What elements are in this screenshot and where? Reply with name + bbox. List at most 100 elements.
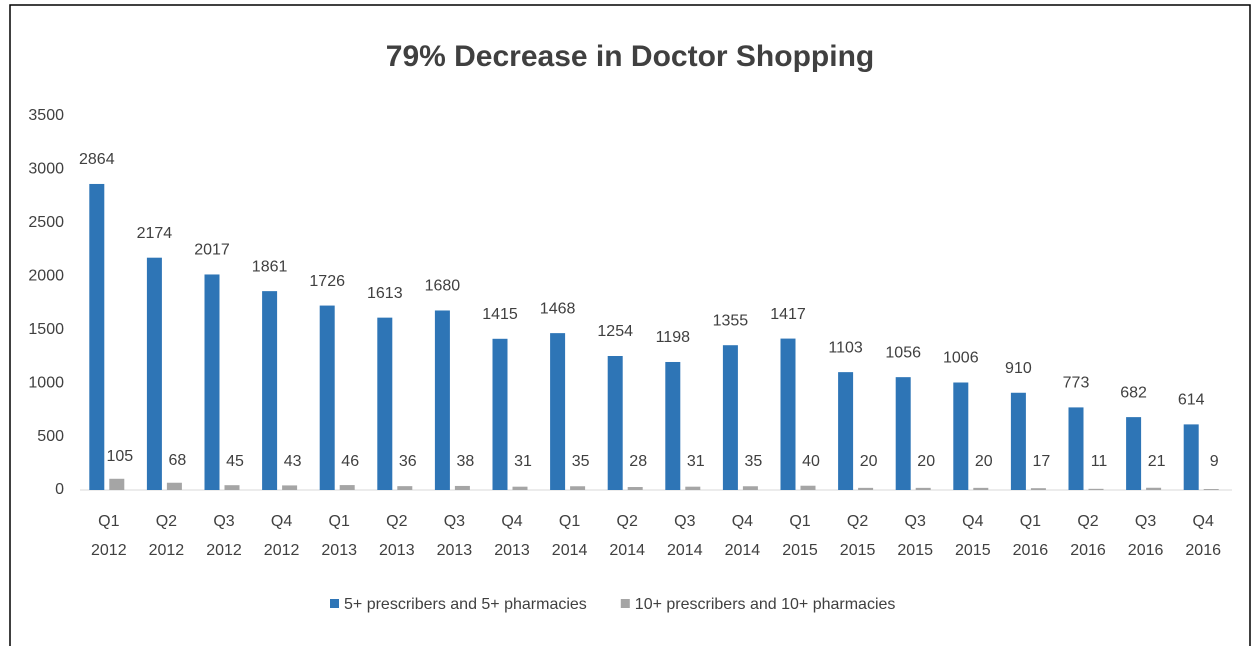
data-label: 2017 — [194, 242, 230, 259]
x-tick-label: Q1 2014 — [552, 513, 588, 559]
bar — [339, 485, 355, 490]
bar — [397, 486, 413, 490]
data-label: 773 — [1063, 375, 1090, 392]
bar — [1203, 489, 1219, 490]
bar — [434, 310, 450, 490]
data-label: 2864 — [79, 151, 115, 168]
data-label: 11 — [1091, 453, 1108, 470]
bar — [1146, 487, 1162, 490]
x-tick-label: Q3 2013 — [437, 513, 473, 559]
data-label: 1103 — [828, 339, 863, 356]
data-label: 1198 — [656, 329, 691, 346]
data-label: 1468 — [540, 300, 576, 317]
data-label: 910 — [1005, 360, 1032, 377]
bar — [665, 361, 681, 490]
x-tick-label: Q2 2012 — [149, 513, 185, 559]
bar — [204, 274, 220, 490]
x-tick-label: Q2 2014 — [609, 513, 645, 559]
data-label: 31 — [514, 453, 532, 470]
y-tick-label: 1500 — [28, 321, 64, 338]
bar — [282, 485, 298, 490]
data-label: 1056 — [885, 344, 921, 361]
bar — [838, 372, 854, 490]
data-label: 682 — [1120, 384, 1147, 401]
data-label: 2174 — [137, 225, 173, 242]
bar — [722, 345, 738, 490]
data-label: 20 — [917, 453, 935, 470]
bar — [1088, 488, 1104, 490]
bar — [627, 487, 643, 490]
data-label: 46 — [341, 453, 359, 470]
y-tick-label: 0 — [55, 481, 64, 498]
y-tick-label: 500 — [37, 428, 64, 445]
bar — [915, 487, 931, 490]
data-label: 20 — [860, 453, 878, 470]
x-tick-label: Q3 2012 — [206, 513, 242, 559]
bar — [1068, 407, 1084, 490]
x-tick-label: Q2 2015 — [840, 513, 876, 559]
bar — [607, 356, 623, 490]
data-label: 9 — [1210, 453, 1219, 470]
data-label: 20 — [975, 453, 993, 470]
x-tick-label: Q3 2015 — [897, 513, 933, 559]
x-tick-label: Q1 2013 — [321, 513, 357, 559]
x-tick-label: Q1 2012 — [91, 513, 127, 559]
x-tick-label: Q1 2016 — [1013, 513, 1049, 559]
x-tick-label: Q2 2013 — [379, 513, 415, 559]
x-tick-label: Q1 2015 — [782, 513, 818, 559]
y-tick-label: 2500 — [28, 214, 64, 231]
bar — [685, 486, 701, 490]
bar — [109, 478, 125, 490]
y-tick-label: 3000 — [28, 161, 64, 178]
bar — [319, 305, 335, 490]
bar — [780, 338, 796, 490]
bar — [224, 485, 240, 490]
data-label: 1006 — [943, 350, 979, 367]
bar — [1010, 392, 1026, 490]
bar — [742, 486, 758, 490]
bar — [570, 486, 586, 490]
data-label: 35 — [572, 453, 590, 470]
data-label: 36 — [399, 453, 417, 470]
data-label: 1355 — [713, 312, 749, 329]
bar — [895, 377, 911, 490]
bar — [550, 333, 566, 490]
bar — [377, 317, 393, 490]
x-tick-label: Q3 2014 — [667, 513, 703, 559]
legend-swatch — [620, 599, 630, 608]
bar — [492, 338, 508, 490]
data-label: 1861 — [252, 258, 288, 275]
bar — [1126, 417, 1142, 490]
frame — [9, 4, 1251, 651]
bar — [973, 487, 989, 490]
bar — [1183, 424, 1199, 490]
y-tick-label: 1000 — [28, 374, 64, 391]
x-tick-label: Q4 2013 — [494, 513, 530, 559]
data-label: 1417 — [770, 306, 806, 323]
data-label: 28 — [629, 453, 647, 470]
data-label: 1254 — [597, 323, 633, 340]
x-tick-label: Q2 2016 — [1070, 513, 1106, 559]
bar — [1030, 488, 1046, 490]
y-tick-label: 3500 — [28, 107, 64, 124]
data-label: 614 — [1178, 392, 1205, 409]
bar — [454, 485, 470, 490]
bar — [512, 486, 528, 490]
data-label: 1415 — [482, 306, 518, 323]
data-label: 21 — [1148, 453, 1166, 470]
bar — [800, 485, 816, 490]
data-label: 68 — [169, 452, 187, 469]
data-label: 31 — [687, 453, 705, 470]
data-label: 1680 — [425, 278, 461, 295]
chart-title: 79% Decrease in Doctor Shopping — [386, 40, 874, 73]
data-label: 35 — [745, 453, 763, 470]
data-label: 38 — [457, 453, 475, 470]
data-label: 17 — [1033, 453, 1051, 470]
data-label: 45 — [226, 453, 244, 470]
data-label: 43 — [284, 453, 302, 470]
bar — [262, 291, 278, 490]
bar — [146, 257, 162, 490]
data-label: 40 — [802, 453, 820, 470]
legend-label: 5+ prescribers and 5+ pharmacies — [344, 596, 587, 613]
